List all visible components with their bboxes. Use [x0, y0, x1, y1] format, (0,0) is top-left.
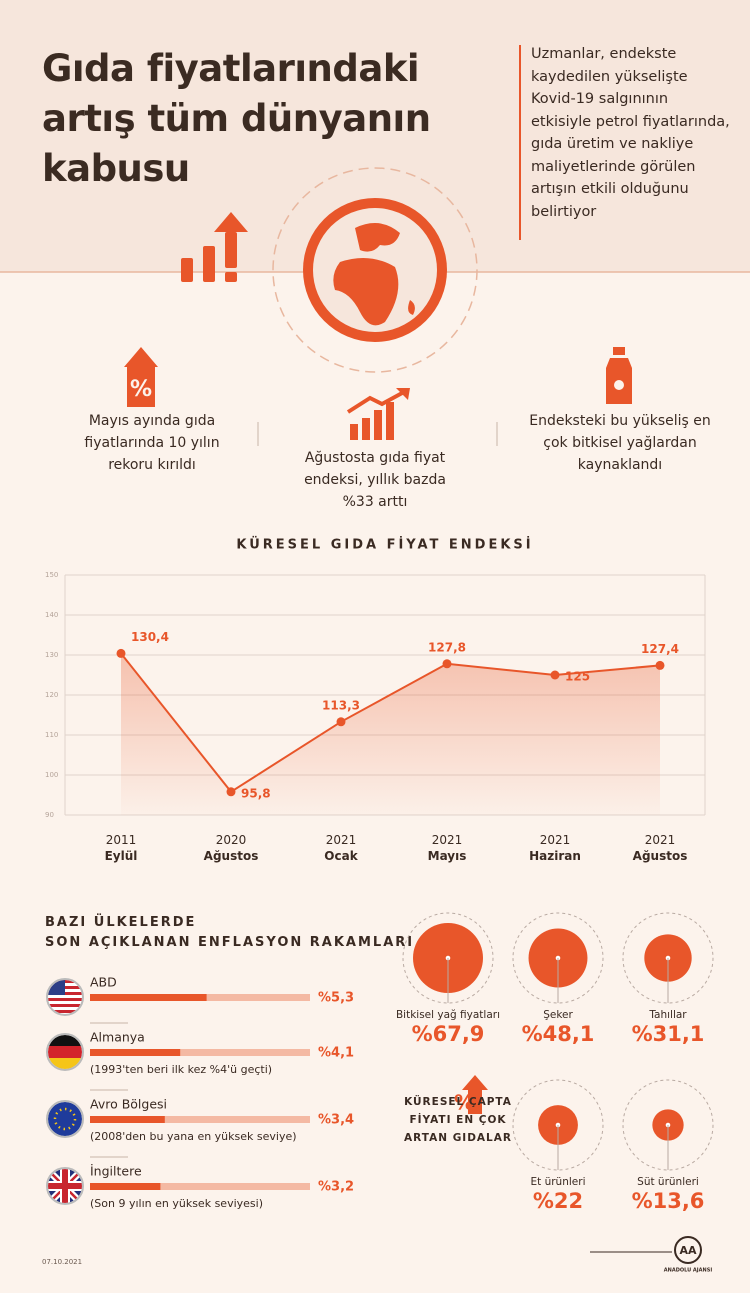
point [226, 787, 236, 797]
category-label: İngiltere [90, 1164, 142, 1179]
value-label: %31,1 [632, 1022, 705, 1046]
value-label: 95,8 [241, 786, 271, 800]
chart-title: KÜRESEL GIDA FİYAT ENDEKSİ [236, 537, 533, 553]
bubble-outline [622, 1079, 714, 1171]
x-tick-label: 2020 Ağustos [204, 833, 259, 863]
bubble-chart-title: KÜRESEL ÇAPTA FİYATI EN ÇOK ARTAN GIDALA… [404, 1096, 512, 1144]
value-label: %67,9 [412, 1022, 485, 1046]
y-tick-label: 120 [45, 691, 58, 699]
y-tick-label: 150 [45, 571, 58, 579]
bubble-outline [622, 912, 714, 1004]
fact: Ağustosta gıda fiyat endeksi, yıllık baz… [304, 450, 446, 510]
globe-illustration [272, 167, 478, 373]
value-label: 127,8 [428, 640, 466, 654]
bubble-outline [512, 912, 604, 1004]
category-label: Almanya [90, 1030, 145, 1045]
value-label: %13,6 [632, 1189, 705, 1213]
bubble-outline [402, 912, 494, 1004]
value-label: %4,1 [318, 1046, 354, 1061]
bar-track [90, 1116, 310, 1123]
x-tick-label: 2021 Haziran [529, 833, 581, 863]
title: Gıda fiyatlarındaki artış tüm dünyanın k… [42, 47, 431, 190]
bar [90, 1116, 165, 1123]
y-tick-label: 110 [45, 731, 58, 739]
oil-bottle-icon [606, 347, 632, 404]
value-label: %3,4 [318, 1113, 354, 1128]
percent-arrow-icon: % [454, 1075, 488, 1115]
category-label: Tahıllar [648, 1009, 687, 1021]
fact: Mayıs ayında gıda fiyatlarında 10 yılın … [84, 413, 220, 473]
bar-track [90, 1049, 310, 1056]
flag-uk [46, 1167, 84, 1205]
value-label: 125 [565, 670, 590, 684]
logo-mark: AA [679, 1244, 697, 1257]
bar [90, 1183, 161, 1190]
y-tick-label: 90 [45, 811, 54, 819]
line [120, 652, 661, 794]
category-label: Et ürünleri [531, 1176, 586, 1188]
x-tick-label: 2021 Mayıs [428, 833, 467, 863]
point [655, 660, 665, 670]
note: (1993'ten beri ilk kez %4'ü geçti) [90, 1063, 272, 1076]
percent-arrow-icon: % [124, 347, 158, 407]
note: (2008'den bu yana en yüksek seviye) [90, 1130, 297, 1143]
category-label: Süt ürünleri [637, 1176, 699, 1188]
category-label: Bitkisel yağ fiyatları [396, 1009, 500, 1021]
category-label: Şeker [543, 1009, 573, 1021]
logo-ring [674, 1236, 702, 1264]
bar [90, 1049, 181, 1056]
x-tick-label: 2021 Ocak [324, 833, 358, 863]
area [121, 653, 660, 815]
growth-icon [181, 212, 248, 282]
value-label: 130,4 [131, 630, 169, 644]
category-label: ABD [90, 975, 117, 990]
point [442, 659, 452, 669]
logo-text: ANADOLU AJANSI [664, 1268, 713, 1274]
category-label: Avro Bölgesi [90, 1097, 167, 1112]
intro: Uzmanlar, endekste kaydedilen yükselişte… [531, 46, 730, 220]
note: (Son 9 yılın en yüksek seviyesi) [90, 1197, 263, 1210]
value-label: %3,2 [318, 1180, 354, 1195]
point [336, 717, 346, 727]
value-label: 127,4 [641, 642, 679, 656]
x-tick-label: 2021 Ağustos [633, 833, 688, 863]
fact: Endeksteki bu yükseliş en çok bitkisel y… [529, 413, 711, 473]
x-tick-label: 2011 Eylül [105, 833, 138, 863]
flag-eu [46, 1100, 84, 1138]
value-label: 113,3 [322, 698, 360, 712]
value-label: %22 [533, 1189, 583, 1213]
value-label: %48,1 [522, 1022, 595, 1046]
y-tick-label: 100 [45, 771, 58, 779]
chart-title: BAZI ÜLKELERDE SON AÇIKLANAN ENFLASYON RA… [45, 914, 414, 950]
point [116, 648, 126, 658]
y-tick-label: 130 [45, 651, 58, 659]
footer-date: 07.10.2021 [42, 1258, 82, 1266]
bar [90, 994, 207, 1001]
y-tick-label: 140 [45, 611, 58, 619]
trend-icon [346, 388, 410, 440]
value-label: %5,3 [318, 991, 354, 1006]
flag-germany [46, 1033, 84, 1071]
flag-usa [46, 978, 84, 1016]
point [550, 670, 560, 680]
bubble-outline [512, 1079, 604, 1171]
bar-track [90, 1183, 310, 1190]
svg-text:%: % [454, 1091, 474, 1115]
svg-text:%: % [130, 377, 152, 402]
